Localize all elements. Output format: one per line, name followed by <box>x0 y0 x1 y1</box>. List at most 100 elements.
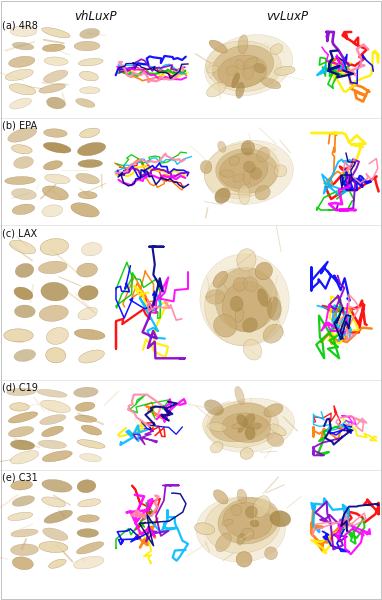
Ellipse shape <box>77 263 97 277</box>
Ellipse shape <box>42 426 63 437</box>
Ellipse shape <box>14 349 36 361</box>
Ellipse shape <box>237 489 247 503</box>
Ellipse shape <box>253 496 270 517</box>
Ellipse shape <box>229 157 240 166</box>
Ellipse shape <box>80 28 100 38</box>
Ellipse shape <box>78 499 101 507</box>
Ellipse shape <box>12 42 34 50</box>
Ellipse shape <box>205 35 293 96</box>
Ellipse shape <box>80 87 100 94</box>
Ellipse shape <box>8 512 33 521</box>
Ellipse shape <box>206 41 282 91</box>
Ellipse shape <box>44 161 63 170</box>
Ellipse shape <box>44 57 68 65</box>
Ellipse shape <box>9 84 36 95</box>
Ellipse shape <box>270 424 286 436</box>
Ellipse shape <box>11 145 32 154</box>
Ellipse shape <box>81 425 102 435</box>
Ellipse shape <box>215 188 230 203</box>
Text: (b) EPA: (b) EPA <box>2 121 37 131</box>
Ellipse shape <box>5 176 36 185</box>
Ellipse shape <box>12 557 33 569</box>
Ellipse shape <box>255 262 272 280</box>
Ellipse shape <box>196 497 285 562</box>
Ellipse shape <box>218 55 267 88</box>
Ellipse shape <box>45 174 70 184</box>
Ellipse shape <box>74 387 98 397</box>
Ellipse shape <box>212 45 274 88</box>
Ellipse shape <box>47 97 65 109</box>
Ellipse shape <box>270 44 283 55</box>
Ellipse shape <box>37 389 67 397</box>
Ellipse shape <box>44 70 68 82</box>
Ellipse shape <box>243 58 257 69</box>
Ellipse shape <box>240 448 253 459</box>
Ellipse shape <box>237 415 248 427</box>
Ellipse shape <box>254 64 265 73</box>
Ellipse shape <box>223 503 272 539</box>
Ellipse shape <box>207 422 227 431</box>
Ellipse shape <box>243 170 250 185</box>
Ellipse shape <box>14 157 33 169</box>
Ellipse shape <box>8 412 38 423</box>
Ellipse shape <box>243 65 253 79</box>
Text: (e) C31: (e) C31 <box>2 473 38 483</box>
Ellipse shape <box>39 261 67 274</box>
Ellipse shape <box>235 386 244 404</box>
Ellipse shape <box>243 161 256 173</box>
Ellipse shape <box>42 479 72 492</box>
Ellipse shape <box>74 329 105 340</box>
Ellipse shape <box>78 160 102 167</box>
Ellipse shape <box>263 324 283 343</box>
Ellipse shape <box>39 542 68 553</box>
Ellipse shape <box>79 350 104 363</box>
Ellipse shape <box>10 98 32 109</box>
Text: (d) C19: (d) C19 <box>2 383 38 393</box>
Text: vhLuxP: vhLuxP <box>74 10 116 23</box>
Ellipse shape <box>38 440 66 449</box>
Ellipse shape <box>236 551 252 567</box>
Ellipse shape <box>206 290 225 304</box>
Text: (a) 4R8: (a) 4R8 <box>2 21 38 31</box>
Ellipse shape <box>201 160 212 173</box>
Ellipse shape <box>245 427 255 440</box>
Ellipse shape <box>11 529 38 537</box>
Ellipse shape <box>78 515 99 522</box>
Ellipse shape <box>42 451 72 462</box>
Ellipse shape <box>214 490 228 504</box>
Ellipse shape <box>76 542 104 554</box>
Ellipse shape <box>250 167 262 179</box>
Ellipse shape <box>78 191 97 199</box>
Ellipse shape <box>40 415 66 425</box>
Ellipse shape <box>237 249 256 271</box>
Ellipse shape <box>274 165 287 177</box>
Ellipse shape <box>78 58 103 66</box>
Ellipse shape <box>233 277 247 291</box>
Ellipse shape <box>264 404 283 417</box>
Ellipse shape <box>77 529 99 538</box>
Ellipse shape <box>213 271 227 287</box>
Ellipse shape <box>231 505 242 515</box>
Ellipse shape <box>12 496 35 506</box>
Ellipse shape <box>42 205 63 217</box>
Ellipse shape <box>74 41 100 51</box>
Ellipse shape <box>215 533 231 552</box>
Ellipse shape <box>219 153 268 188</box>
Ellipse shape <box>206 398 295 452</box>
Text: (c) LAX: (c) LAX <box>2 228 37 238</box>
Ellipse shape <box>226 65 237 76</box>
Ellipse shape <box>204 400 223 415</box>
Ellipse shape <box>11 188 36 200</box>
Ellipse shape <box>75 402 95 411</box>
Ellipse shape <box>73 556 104 569</box>
Ellipse shape <box>78 307 97 320</box>
Ellipse shape <box>43 528 68 541</box>
Ellipse shape <box>238 424 245 433</box>
Ellipse shape <box>230 296 243 311</box>
Ellipse shape <box>250 520 259 527</box>
Ellipse shape <box>43 142 71 153</box>
Ellipse shape <box>200 254 289 346</box>
Ellipse shape <box>215 267 278 332</box>
Ellipse shape <box>71 203 99 217</box>
Ellipse shape <box>239 185 250 205</box>
